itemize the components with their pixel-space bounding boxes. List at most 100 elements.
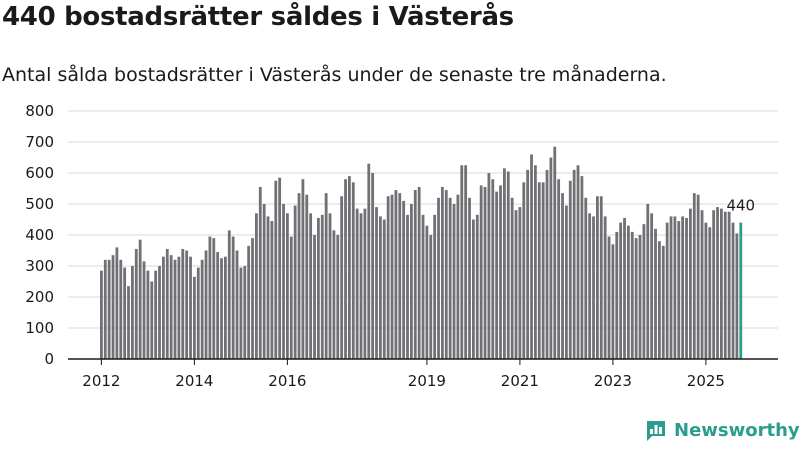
bar: [158, 266, 161, 359]
bar: [181, 248, 185, 359]
bar: [658, 241, 661, 359]
bar: [704, 222, 708, 359]
bar: [592, 216, 595, 359]
bar: [634, 238, 638, 359]
bar: [534, 165, 537, 359]
bar: [425, 225, 429, 359]
bar: [165, 248, 169, 359]
bar: [410, 204, 413, 359]
bar: [134, 248, 138, 359]
bar: [483, 186, 487, 359]
page-subtitle: Antal sålda bostadsrätter i Västerås und…: [2, 64, 667, 86]
bar: [599, 196, 603, 359]
bar: [495, 191, 499, 359]
bar: [413, 190, 417, 359]
bar: [340, 196, 344, 359]
bar: [115, 247, 119, 359]
bar: [712, 210, 716, 359]
bar: [627, 225, 630, 359]
bar: [297, 193, 301, 359]
bar: [200, 259, 204, 359]
page-title: 440 bostadsrätter såldes i Västerås: [2, 2, 514, 32]
bar: [642, 224, 646, 359]
bar: [367, 163, 371, 359]
bar: [355, 208, 359, 359]
bar: [689, 208, 692, 359]
bar: [274, 180, 278, 359]
bar: [615, 231, 619, 359]
bar: [216, 252, 220, 359]
bar: [382, 219, 386, 359]
bar: [630, 231, 634, 359]
bar: [371, 173, 375, 359]
bar: [468, 197, 471, 359]
bar: [638, 235, 642, 359]
bar: [654, 228, 657, 359]
bar: [398, 193, 402, 359]
bar: [665, 222, 669, 359]
bar: [537, 182, 541, 359]
bar: [661, 245, 665, 359]
bar: [452, 204, 456, 359]
bar: [224, 256, 227, 359]
newsworthy-logo: Newsworthy: [644, 418, 800, 442]
bar: [720, 208, 723, 359]
bar: [293, 205, 297, 359]
bar: [623, 217, 626, 359]
bar: [708, 227, 712, 359]
bar: [127, 286, 130, 359]
bar: [258, 186, 262, 359]
bar: [251, 238, 254, 359]
bar: [305, 194, 309, 359]
bar: [727, 211, 731, 359]
bar: [107, 259, 111, 359]
bar: [607, 236, 611, 359]
bar: [123, 267, 127, 359]
bar: [681, 216, 685, 359]
bar: [491, 179, 495, 359]
bar: [239, 267, 243, 359]
bar: [266, 216, 270, 359]
bar: [262, 204, 266, 359]
bar: [565, 205, 568, 359]
bar: [503, 168, 506, 359]
bar: [646, 204, 650, 359]
bar: [650, 213, 654, 359]
bar: [286, 213, 289, 359]
bar: [448, 197, 452, 359]
bar: [568, 180, 572, 359]
bar: [692, 193, 696, 359]
bar: [394, 190, 398, 359]
x-tick-label: 2012: [82, 372, 120, 390]
bar: [351, 182, 355, 359]
bar: [131, 266, 134, 359]
bar: [204, 250, 208, 359]
x-tick-label: 2021: [501, 372, 539, 390]
bar: [685, 217, 688, 359]
bar: [572, 169, 576, 359]
bar: [379, 216, 382, 359]
y-tick-label: 700: [25, 133, 54, 151]
bar: [138, 239, 142, 359]
bar: [460, 165, 464, 359]
bar: [193, 276, 196, 359]
bar: [278, 177, 282, 359]
bar: [317, 217, 320, 359]
bar: [526, 169, 530, 359]
x-tick-label: 2019: [408, 372, 446, 390]
bar: [506, 171, 510, 359]
x-tick-label: 2023: [594, 372, 632, 390]
bar: [227, 230, 231, 359]
bar: [173, 259, 177, 359]
bar: [561, 193, 564, 359]
bar: [212, 238, 216, 359]
bar: [518, 207, 522, 359]
bar: [243, 266, 247, 359]
bar: [332, 230, 336, 359]
bar: [716, 207, 719, 359]
bar: [169, 255, 173, 359]
bar: [557, 179, 561, 359]
highlight-data-label: 440: [726, 197, 755, 215]
bar: [553, 146, 557, 359]
bar: [487, 173, 491, 359]
